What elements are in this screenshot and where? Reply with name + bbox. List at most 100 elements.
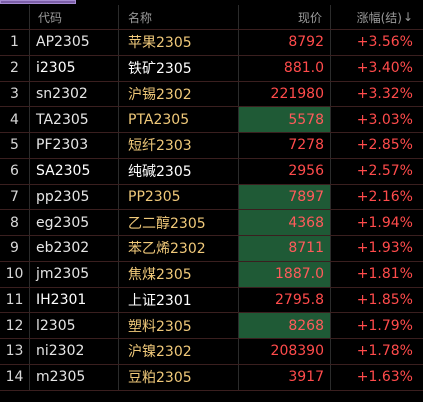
change-percent-text: +3.56% [356,34,413,51]
last-price: 8268 [238,313,330,338]
table-row[interactable]: 4 TA2305 PTA2305 5578 +3.03% [0,107,423,133]
change-percent-text: +2.16% [356,188,413,205]
last-price-text: 3917 [288,369,324,386]
row-index: 1 [0,30,30,55]
sort-desc-icon: ↓ [402,10,413,24]
row-index: 10 [0,261,30,287]
contract-code: AP2305 [30,30,118,55]
row-index: 5 [0,133,30,158]
contract-name-text: PP2305 [128,188,181,205]
contract-code-text: pp2305 [36,188,90,205]
table-row[interactable]: 12 l2305 塑料2305 8268 +1.79% [0,313,423,339]
change-percent: +3.40% [330,55,423,81]
last-price: 221980 [238,81,330,107]
table-row[interactable]: 11 IH2301 上证2301 2795.8 +1.85% [0,287,423,314]
last-price: 2795.8 [238,287,330,313]
header-name-label: 名称 [128,10,153,25]
table-row[interactable]: 14 m2305 豆粕2305 3917 +1.63% [0,364,423,391]
contract-name: 塑料2305 [118,313,238,338]
change-percent: +3.03% [330,107,423,132]
table-row[interactable]: 13 ni2302 沪镍2302 208390 +1.78% [0,339,423,365]
last-price-text: 2795.8 [275,291,324,308]
contract-name: 纯碱2305 [118,158,238,184]
contract-code-text: jm2305 [36,266,90,283]
contract-code: sn2302 [30,82,118,107]
contract-code: eb2302 [30,236,118,261]
contract-code: eg2305 [30,210,118,235]
last-price: 7278 [238,133,330,158]
last-price: 1887.0 [238,261,330,287]
header-name[interactable]: 名称 [118,5,238,29]
change-percent-text: +1.93% [356,240,413,257]
row-index: 14 [0,364,30,390]
last-price: 8711 [238,236,330,261]
row-index-text: 8 [10,214,19,231]
change-percent: +1.79% [330,313,423,338]
last-price-text: 7278 [288,137,324,154]
row-index-text: 14 [5,369,24,386]
contract-code-text: ni2302 [36,343,85,360]
change-percent: +1.63% [330,364,423,390]
table-row[interactable]: 1 AP2305 苹果2305 8792 +3.56% [0,30,423,56]
change-percent: +2.57% [330,158,423,184]
last-price: 881.0 [238,55,330,81]
header-code[interactable]: 代码 [30,5,118,29]
contract-code-text: TA2305 [36,111,89,128]
contract-code: l2305 [30,313,118,338]
contract-code-text: eb2302 [36,240,90,257]
quote-table: 代码 名称 现价 涨幅(结) ↓ 1 AP2305 苹果2305 8792 +3.56% 2… [0,5,423,391]
table-row[interactable]: 7 pp2305 PP2305 7897 +2.16% [0,184,423,211]
table-row[interactable]: 10 jm2305 焦煤2305 1887.0 +1.81% [0,261,423,288]
change-percent-text: +1.79% [356,317,413,334]
change-percent-text: +1.78% [356,343,413,360]
row-index: 11 [0,287,30,313]
table-row[interactable]: 2 i2305 铁矿2305 881.0 +3.40% [0,55,423,82]
row-index-text: 5 [10,137,19,154]
change-percent: +1.93% [330,236,423,261]
contract-name: 上证2301 [118,287,238,313]
header-price[interactable]: 现价 [238,5,330,29]
row-index: 9 [0,236,30,261]
row-index-text: 4 [10,111,19,128]
contract-name-text: 上证2301 [128,292,192,309]
contract-name: PTA2305 [118,107,238,132]
change-percent-text: +1.94% [356,214,413,231]
table-row[interactable]: 9 eb2302 苯乙烯2302 8711 +1.93% [0,236,423,262]
row-index-text: 10 [5,266,24,283]
change-percent: +2.85% [330,133,423,158]
row-index-text: 11 [5,291,24,308]
contract-name: 沪镍2302 [118,339,238,364]
last-price-text: 5578 [288,111,324,128]
last-price: 4368 [238,210,330,235]
change-percent-text: +1.81% [356,266,413,283]
header-change[interactable]: 涨幅(结) ↓ [330,5,423,29]
table-row[interactable]: 3 sn2302 沪锡2302 221980 +3.32% [0,81,423,108]
contract-code: m2305 [30,365,118,390]
last-price: 8792 [238,30,330,55]
last-price: 7897 [238,184,330,210]
table-body: 1 AP2305 苹果2305 8792 +3.56% 2 i2305 铁矿2305 881.0… [0,30,423,391]
active-tab-indicator[interactable] [0,0,76,4]
contract-code: jm2305 [30,262,118,287]
table-row[interactable]: 6 SA2305 纯碱2305 2956 +2.57% [0,158,423,185]
table-row[interactable]: 8 eg2305 乙二醇2305 4368 +1.94% [0,210,423,236]
header-price-label: 现价 [297,10,322,25]
row-index: 4 [0,107,30,132]
contract-name-text: 乙二醇2305 [128,215,206,232]
contract-name: 苯乙烯2302 [118,236,238,261]
row-index: 8 [0,210,30,235]
row-index: 7 [0,184,30,210]
last-price-text: 2956 [288,163,324,180]
contract-code: IH2301 [30,288,118,313]
change-percent: +3.56% [330,30,423,55]
contract-name-text: 沪锡2302 [128,86,192,103]
contract-code: SA2305 [30,159,118,184]
table-row[interactable]: 5 PF2303 短纤2303 7278 +2.85% [0,133,423,159]
last-price-text: 221980 [270,85,324,102]
row-index: 12 [0,313,30,338]
change-percent-text: +3.03% [356,111,413,128]
change-percent-text: +2.85% [356,137,413,154]
last-price: 5578 [238,107,330,132]
contract-name-text: 短纤2303 [128,138,192,155]
change-percent-text: +1.85% [356,291,413,308]
